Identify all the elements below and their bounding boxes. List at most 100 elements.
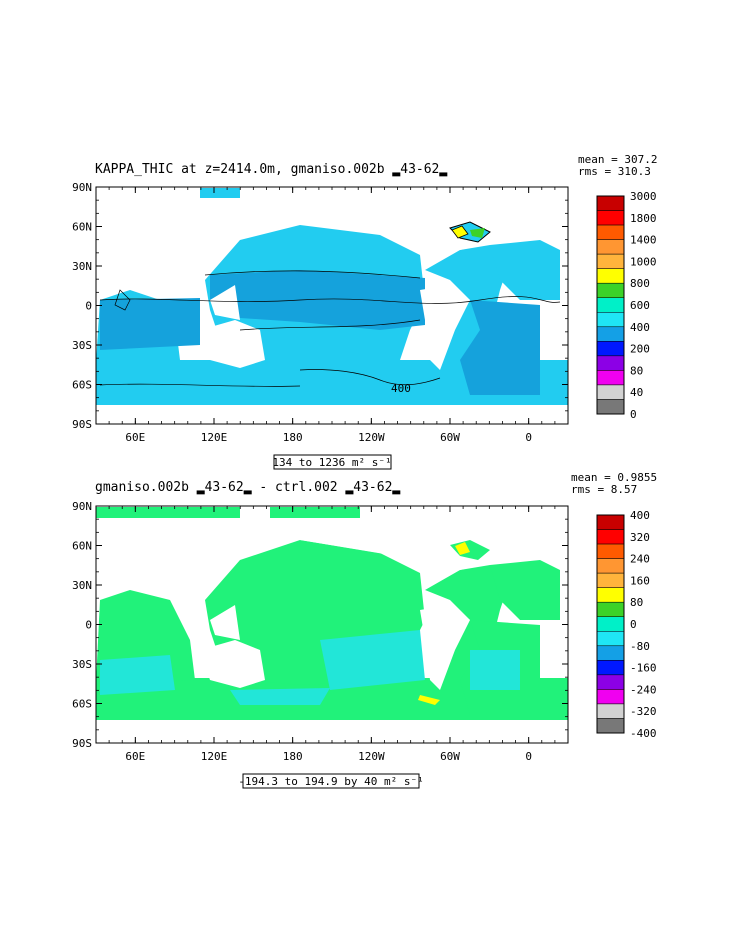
colorbar-label: 160 [630, 574, 650, 587]
y-tick-label: 90N [72, 181, 92, 194]
x-tick-label: 60W [440, 431, 460, 444]
colorbar-label: 1400 [630, 234, 657, 247]
colorbar-label: 1800 [630, 212, 657, 225]
colorbar-label: 200 [630, 343, 650, 356]
colorbar-label: 320 [630, 531, 650, 544]
colorbar-swatch [596, 601, 625, 617]
colorbar-swatch [596, 674, 625, 690]
y-tick-label: 90S [72, 737, 92, 750]
x-tick-label: 180 [283, 750, 303, 763]
y-tick-label: 60S [72, 698, 92, 711]
y-tick-label: 0 [85, 619, 92, 632]
panel-difference: gmaniso.002b ▂43-62▂ - ctrl.002 ▂43-62▂ … [72, 471, 657, 789]
colorbar-label: 3000 [630, 190, 657, 203]
colorbar-swatch [596, 572, 625, 588]
colorbar-swatch [596, 370, 625, 386]
colorbar-swatch [596, 689, 625, 705]
colorbar-label: 0 [630, 408, 637, 421]
x-tick-label: 120W [358, 431, 385, 444]
colorbar-swatch [596, 399, 625, 415]
colorbar-label: 600 [630, 299, 650, 312]
colorbar-label: 80 [630, 364, 643, 377]
colorbar-label: -400 [630, 727, 657, 740]
x-tick-label: 60W [440, 750, 460, 763]
colorbar-label: 400 [630, 509, 650, 522]
panel-2-colorbar: 400 320 240 160 80 0 -80 -160 -240 -320 -400 [596, 509, 657, 740]
colorbar-swatch [596, 645, 625, 661]
colorbar-swatch [596, 718, 625, 734]
colorbar-label: -240 [630, 683, 657, 696]
y-tick-label: 90S [72, 418, 92, 431]
colorbar-label: 800 [630, 277, 650, 290]
colorbar-swatch [596, 297, 625, 313]
colorbar-label: 80 [630, 596, 643, 609]
y-tick-label: 30N [72, 260, 92, 273]
colorbar-swatch [596, 703, 625, 719]
y-tick-label: 30N [72, 579, 92, 592]
y-tick-label: 0 [85, 300, 92, 313]
colorbar-frame [596, 514, 625, 734]
y-tick-label: 60S [72, 379, 92, 392]
panel-1-y-axis: 90N 60N 30N 0 30S 60S 90S [72, 181, 568, 431]
colorbar-swatch [596, 514, 625, 530]
panel-1-map: 400 [95, 186, 569, 425]
x-tick-label: 0 [525, 750, 532, 763]
x-tick-label: 180 [283, 431, 303, 444]
x-tick-label: 120W [358, 750, 385, 763]
panel-2-rms: rms = 8.57 [571, 483, 637, 496]
colorbar-swatch [596, 543, 625, 559]
panel-1-rms: rms = 310.3 [578, 165, 651, 178]
colorbar-swatch [596, 282, 625, 298]
panel-1-title: KAPPA_THIC at z=2414.0m, gmaniso.002b ▂4… [95, 162, 447, 177]
colorbar-swatch [596, 529, 625, 545]
panel-2-x-axis: 60E 120E 180 120W 60W 0 [95, 506, 569, 763]
panel-2-title: gmaniso.002b ▂43-62▂ - ctrl.002 ▂43-62▂ [95, 480, 400, 495]
colorbar-swatch [596, 312, 625, 328]
y-tick-label: 60N [72, 540, 92, 553]
x-tick-label: 0 [525, 431, 532, 444]
x-tick-label: 60E [125, 431, 145, 444]
colorbar-label: 1000 [630, 255, 657, 268]
x-tick-label: 120E [201, 431, 228, 444]
panel-2-y-axis: 90N 60N 30N 0 30S 60S 90S [72, 500, 568, 750]
y-tick-label: 60N [72, 221, 92, 234]
colorbar-label: -320 [630, 705, 657, 718]
panel-kappa-thic: KAPPA_THIC at z=2414.0m, gmaniso.002b ▂4… [72, 153, 657, 470]
colorbar-swatch [596, 210, 625, 226]
colorbar-label: 240 [630, 553, 650, 566]
colorbar-swatch [596, 195, 625, 211]
panel-2-mean: mean = 0.9855 [571, 471, 657, 484]
y-tick-label: 30S [72, 339, 92, 352]
x-tick-label: 120E [201, 750, 228, 763]
colorbar-swatch [596, 224, 625, 240]
colorbar-label: 400 [630, 321, 650, 334]
panel-1-range-label: 134 to 1236 m² s⁻¹ [272, 456, 391, 469]
colorbar-swatch [596, 355, 625, 371]
y-tick-label: 30S [72, 658, 92, 671]
panel-2-map [95, 505, 569, 744]
colorbar-swatch [596, 631, 625, 647]
y-tick-label: 90N [72, 500, 92, 513]
panel-2-range-label: -194.3 to 194.9 by 40 m² s⁻¹ [238, 775, 423, 788]
colorbar-label: -160 [630, 662, 657, 675]
panel-1-contour-label: 400 [391, 382, 411, 395]
colorbar-swatch [596, 660, 625, 676]
colorbar-swatch [596, 268, 625, 284]
colorbar-swatch [596, 326, 625, 342]
colorbar-swatch [596, 616, 625, 632]
colorbar-swatch [596, 239, 625, 255]
panel-1-x-axis: 60E 120E 180 120W 60W 0 [95, 187, 569, 444]
colorbar-label: -80 [630, 640, 650, 653]
colorbar-swatch [596, 253, 625, 269]
colorbar-swatch [596, 384, 625, 400]
colorbar-swatch [596, 558, 625, 574]
colorbar-frame [596, 195, 625, 415]
x-tick-label: 60E [125, 750, 145, 763]
colorbar-label: 40 [630, 386, 643, 399]
colorbar-label: 0 [630, 618, 637, 631]
panel-1-mean: mean = 307.2 [578, 153, 657, 166]
colorbar-swatch [596, 587, 625, 603]
colorbar-swatch [596, 341, 625, 357]
